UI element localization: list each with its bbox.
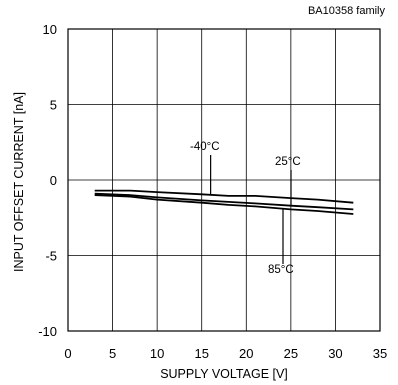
series-line-1 [94, 192, 354, 211]
x-tick-label: 35 [373, 346, 387, 361]
x-tick-label: 5 [109, 346, 116, 361]
series-line-2 [94, 194, 354, 215]
series-line-0 [94, 189, 354, 204]
x-tick-label: 0 [64, 346, 71, 361]
x-tick-label: 20 [239, 346, 253, 361]
series-label: -40°C [190, 141, 220, 153]
series-label: 85°C [268, 264, 294, 276]
x-axis-label: SUPPLY VOLTAGE [V] [160, 367, 288, 381]
y-tick-label: 10 [43, 22, 57, 37]
y-tick-labels: 10 5 0 -5 -10 [38, 22, 57, 339]
y-tick-label: -10 [38, 324, 57, 339]
y-tick-label: -5 [45, 249, 57, 264]
x-tick-labels: 0 5 10 15 20 25 30 35 [64, 346, 387, 361]
y-tick-label: 0 [50, 173, 57, 188]
y-axis-label: INPUT OFFSET CURRENT [nA] [12, 92, 26, 272]
x-tick-label: 10 [150, 346, 164, 361]
series-label: 25°C [275, 156, 301, 168]
series-labels: -40°C 25°C 85°C [190, 141, 301, 276]
y-tick-label: 5 [50, 98, 57, 113]
chart-subtitle: BA10358 family [308, 5, 386, 17]
grid [68, 29, 380, 331]
plot-frame [67, 28, 381, 332]
x-tick-label: 30 [328, 346, 342, 361]
x-tick-label: 15 [194, 346, 208, 361]
series-lines [94, 189, 354, 215]
x-tick-label: 25 [284, 346, 298, 361]
